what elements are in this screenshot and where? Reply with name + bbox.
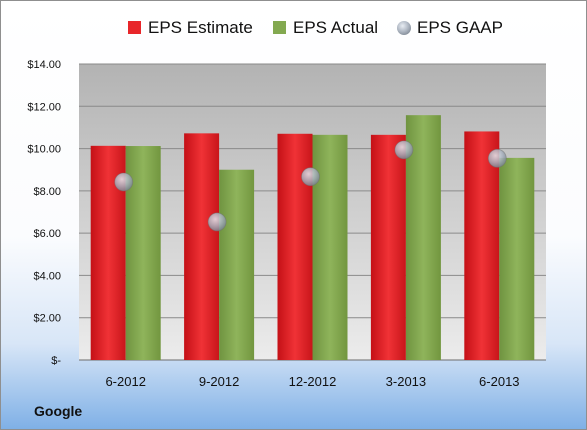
x-tick-label: 6-2013 <box>479 374 519 389</box>
bar-eps-estimate-6-2013 <box>464 131 500 360</box>
legend-label-eps-gaap: EPS GAAP <box>417 18 503 37</box>
legend-label-eps-estimate: EPS Estimate <box>148 18 253 37</box>
gaap-points <box>114 140 507 232</box>
bars <box>90 115 535 360</box>
bar-eps-actual-12-2012 <box>312 134 348 360</box>
legend-label-eps-actual: EPS Actual <box>293 18 378 37</box>
legend-swatch-eps-actual <box>273 21 286 34</box>
point-eps-gaap-6-2012 <box>114 172 134 192</box>
point-eps-gaap-6-2013 <box>487 148 507 168</box>
y-tick-label: $12.00 <box>27 101 61 113</box>
x-tick-label: 9-2012 <box>199 374 239 389</box>
y-tick-label: $10.00 <box>27 144 61 156</box>
y-tick-label: $8.00 <box>33 186 61 198</box>
bar-eps-actual-6-2013 <box>499 157 535 360</box>
bar-eps-actual-9-2012 <box>219 169 255 360</box>
bar-eps-actual-3-2013 <box>405 115 441 360</box>
y-axis: $- $2.00 $4.00 $6.00 $8.00 $10.00 $12.00 $14.00 <box>27 59 61 367</box>
x-tick-label: 3-2013 <box>386 374 426 389</box>
x-tick-label: 12-2012 <box>289 374 337 389</box>
x-tick-label: 6-2012 <box>105 374 145 389</box>
y-tick-label: $2.00 <box>33 313 61 325</box>
legend-swatch-eps-gaap <box>397 21 411 35</box>
legend-swatch-eps-estimate <box>128 21 141 34</box>
y-tick-label: $14.00 <box>27 59 61 71</box>
y-tick-label: $4.00 <box>33 270 61 282</box>
y-tick-label: $6.00 <box>33 228 61 240</box>
point-eps-gaap-12-2012 <box>301 167 320 187</box>
bar-eps-estimate-9-2012 <box>184 133 220 360</box>
point-eps-gaap-9-2012 <box>207 212 227 232</box>
x-axis: 6-2012 9-2012 12-2012 3-2013 6-2013 <box>105 374 519 389</box>
bar-eps-estimate-3-2013 <box>370 134 406 360</box>
bar-eps-estimate-12-2012 <box>277 133 313 360</box>
legend: EPS Estimate EPS Actual EPS GAAP <box>128 18 503 37</box>
company-label: Google <box>34 403 83 419</box>
y-tick-label: $- <box>51 355 61 367</box>
point-eps-gaap-3-2013 <box>394 140 414 160</box>
